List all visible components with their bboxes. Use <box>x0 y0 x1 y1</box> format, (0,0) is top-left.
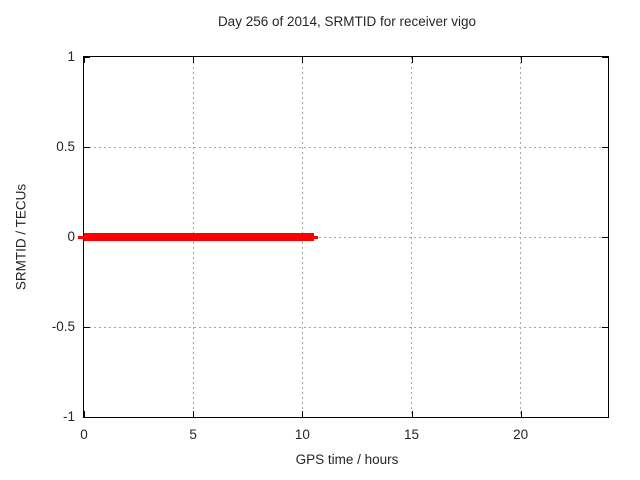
x-tick-label: 0 <box>80 427 88 442</box>
x-tick-mark <box>520 411 522 417</box>
x-tick-label: 20 <box>513 427 529 442</box>
x-tick-mark <box>302 411 304 417</box>
x-tick-label: 10 <box>294 427 310 442</box>
x-tick-mark <box>84 411 85 417</box>
x-tick-mark <box>411 411 413 417</box>
x-tick-label: 5 <box>189 427 197 442</box>
y-tick-mark <box>602 417 608 418</box>
series-line-left-cap <box>78 235 84 239</box>
x-tick-mark <box>193 411 195 417</box>
x-tick-mark <box>84 57 85 63</box>
y-tick-label: 1 <box>67 49 75 64</box>
y-gridline <box>84 236 608 238</box>
x-tick-mark <box>302 57 304 63</box>
y-tick-mark <box>84 147 90 148</box>
y-gridline <box>84 146 608 148</box>
y-tick-mark <box>84 327 90 328</box>
y-gridline <box>84 326 608 328</box>
y-tick-mark <box>602 237 608 238</box>
series-line-srmtid <box>84 233 315 241</box>
y-tick-label: -1 <box>62 409 75 424</box>
y-tick-label: -0.5 <box>51 319 75 334</box>
y-tick-mark <box>602 147 608 148</box>
plot-area <box>78 56 609 418</box>
y-tick-mark <box>84 417 90 418</box>
x-tick-label: 15 <box>403 427 420 442</box>
series-line-right-cap <box>314 235 319 239</box>
y-tick-mark <box>602 57 608 58</box>
y-tick-mark <box>602 327 608 328</box>
y-tick-label: 0 <box>67 229 75 244</box>
chart-title: Day 256 of 2014, SRMTID for receiver vig… <box>217 14 477 29</box>
x-axis-label: GPS time / hours <box>295 452 399 467</box>
y-tick-mark <box>84 57 90 58</box>
x-tick-mark <box>193 57 195 63</box>
y-tick-label: 0.5 <box>56 139 75 154</box>
x-tick-mark <box>520 57 522 63</box>
x-tick-mark <box>411 57 413 63</box>
